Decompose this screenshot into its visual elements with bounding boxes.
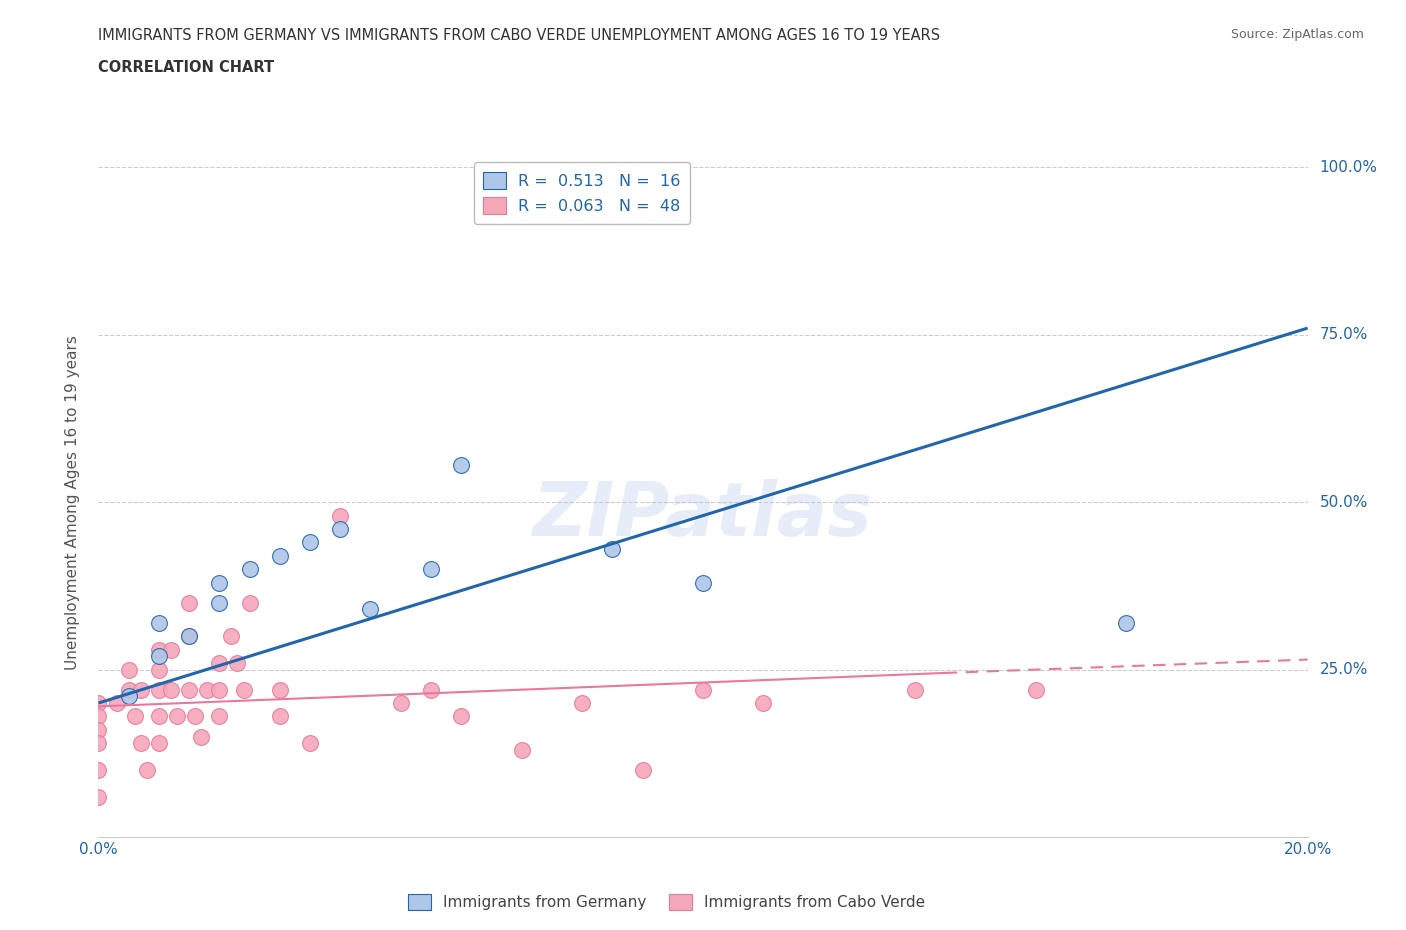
- Point: [450, 709, 472, 724]
- Point: [208, 709, 231, 724]
- Text: 50.0%: 50.0%: [1320, 495, 1368, 510]
- Point: [239, 595, 262, 610]
- Point: [135, 763, 157, 777]
- Point: [329, 522, 352, 537]
- Text: ZIPatlas: ZIPatlas: [533, 479, 873, 552]
- Text: 100.0%: 100.0%: [1320, 160, 1378, 175]
- Point: [148, 709, 170, 724]
- Point: [87, 790, 110, 804]
- Point: [389, 696, 412, 711]
- Point: [166, 709, 188, 724]
- Point: [419, 562, 441, 577]
- Point: [148, 683, 170, 698]
- Point: [329, 508, 352, 523]
- Point: [148, 649, 170, 664]
- Point: [208, 575, 231, 590]
- Point: [148, 662, 170, 677]
- Point: [148, 736, 170, 751]
- Point: [87, 696, 110, 711]
- Point: [269, 549, 291, 564]
- Point: [208, 683, 231, 698]
- Point: [160, 683, 183, 698]
- Point: [571, 696, 593, 711]
- Point: [129, 683, 152, 698]
- Point: [360, 602, 382, 617]
- Text: 75.0%: 75.0%: [1320, 327, 1368, 342]
- Point: [177, 683, 201, 698]
- Legend: Immigrants from Germany, Immigrants from Cabo Verde: Immigrants from Germany, Immigrants from…: [402, 888, 932, 916]
- Point: [692, 683, 714, 698]
- Point: [450, 458, 472, 472]
- Point: [631, 763, 654, 777]
- Point: [87, 736, 110, 751]
- Point: [177, 595, 201, 610]
- Text: 25.0%: 25.0%: [1320, 662, 1368, 677]
- Point: [299, 535, 322, 550]
- Point: [226, 656, 249, 671]
- Point: [195, 683, 218, 698]
- Text: IMMIGRANTS FROM GERMANY VS IMMIGRANTS FROM CABO VERDE UNEMPLOYMENT AMONG AGES 16: IMMIGRANTS FROM GERMANY VS IMMIGRANTS FR…: [98, 28, 941, 43]
- Point: [105, 696, 128, 711]
- Point: [904, 683, 927, 698]
- Point: [118, 689, 141, 704]
- Point: [299, 736, 322, 751]
- Point: [184, 709, 207, 724]
- Point: [239, 562, 262, 577]
- Y-axis label: Unemployment Among Ages 16 to 19 years: Unemployment Among Ages 16 to 19 years: [65, 335, 80, 670]
- Point: [118, 683, 141, 698]
- Point: [221, 629, 243, 644]
- Point: [129, 736, 152, 751]
- Point: [124, 709, 146, 724]
- Point: [419, 683, 441, 698]
- Point: [602, 541, 624, 556]
- Point: [208, 656, 231, 671]
- Point: [177, 629, 201, 644]
- Point: [87, 763, 110, 777]
- Point: [1115, 616, 1137, 631]
- Text: CORRELATION CHART: CORRELATION CHART: [98, 60, 274, 75]
- Point: [752, 696, 775, 711]
- Point: [118, 662, 141, 677]
- Point: [269, 683, 291, 698]
- Point: [177, 629, 201, 644]
- Point: [208, 595, 231, 610]
- Point: [87, 723, 110, 737]
- Point: [148, 616, 170, 631]
- Point: [148, 642, 170, 657]
- Point: [510, 742, 533, 757]
- Point: [87, 709, 110, 724]
- Point: [190, 729, 212, 744]
- Point: [232, 683, 254, 698]
- Point: [269, 709, 291, 724]
- Point: [1024, 683, 1046, 698]
- Text: Source: ZipAtlas.com: Source: ZipAtlas.com: [1230, 28, 1364, 41]
- Point: [692, 575, 714, 590]
- Point: [160, 642, 183, 657]
